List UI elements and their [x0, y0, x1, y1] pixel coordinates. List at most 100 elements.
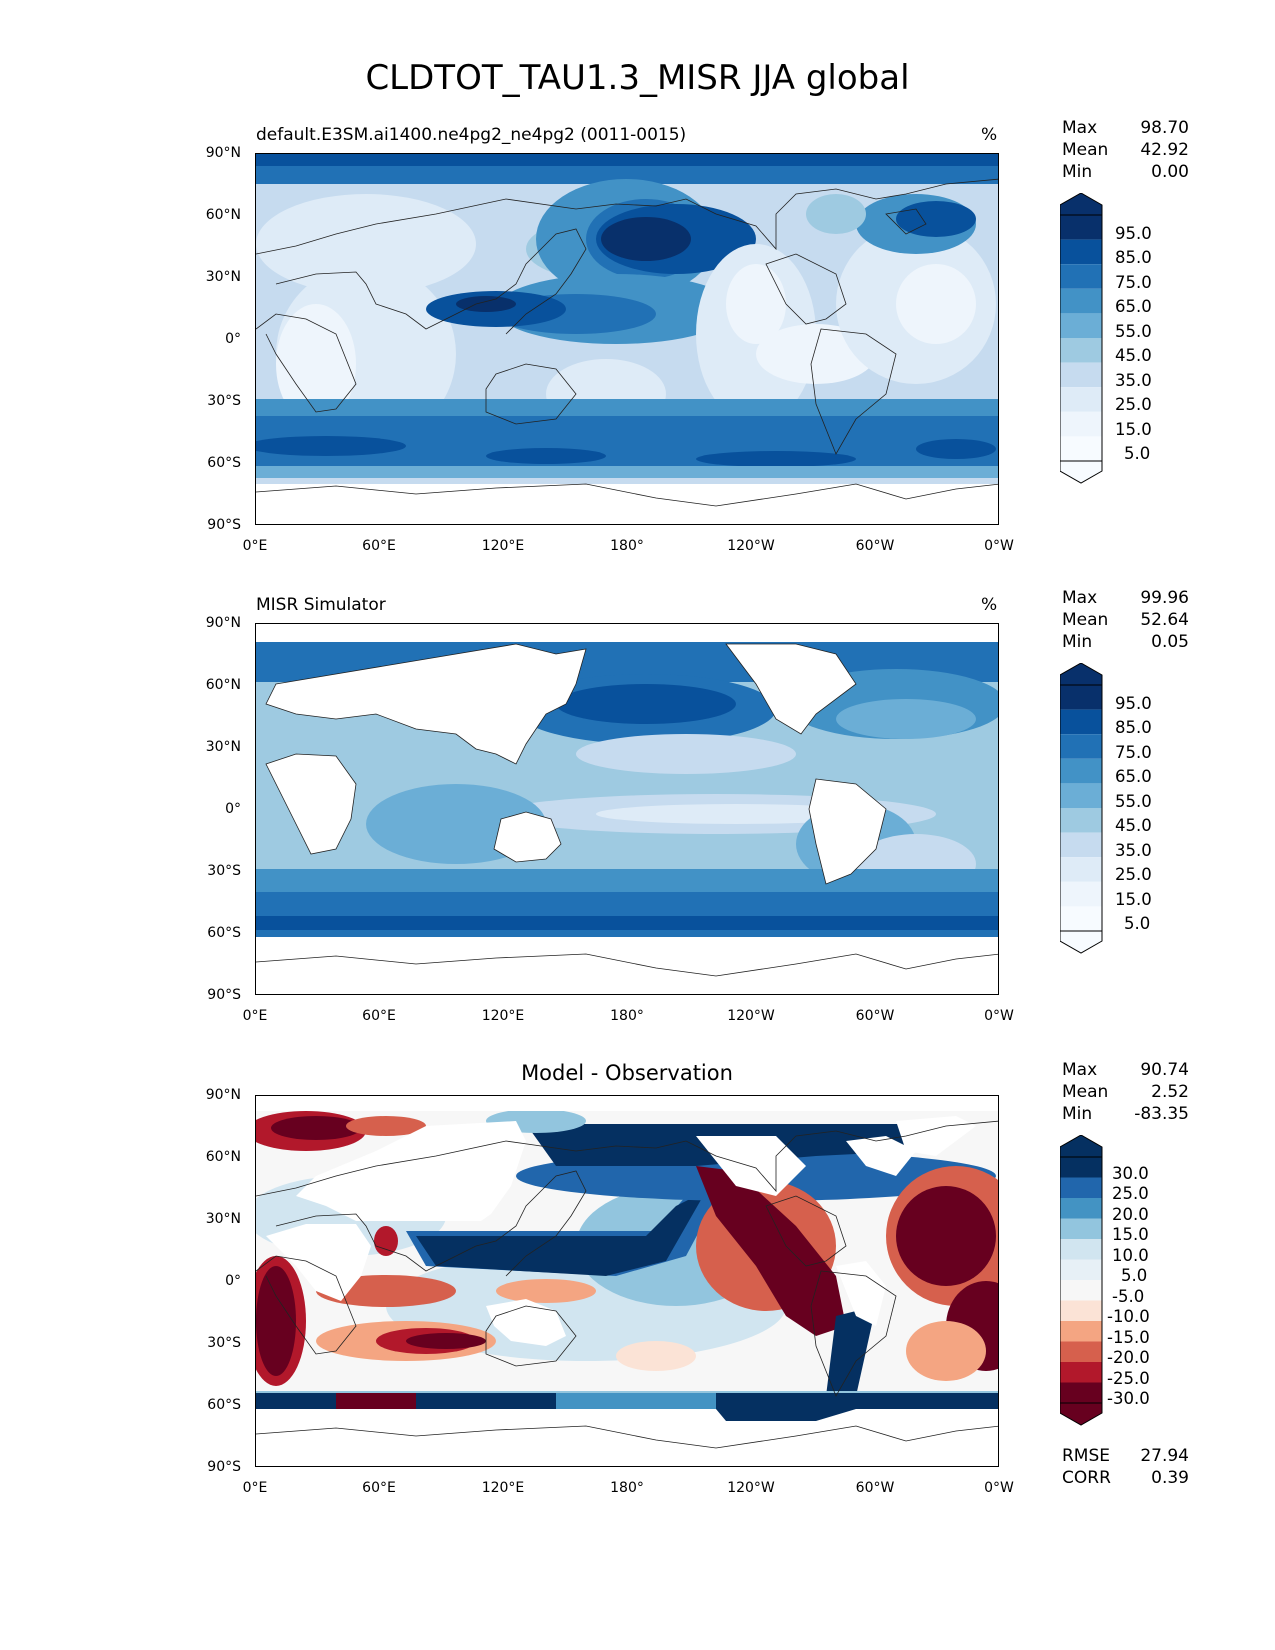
panel-2-cb-label: 5.0 [1124, 914, 1151, 933]
panel-3-cb-label: 5.0 [1121, 1266, 1148, 1285]
panel-3-cb-label: 20.0 [1112, 1205, 1149, 1224]
panel-3-lon-0e: 0°E [242, 1480, 268, 1496]
panel-2-colorbar [1060, 663, 1103, 954]
panel-2-max-value: 99.96 [1140, 588, 1189, 608]
panel-2-mean-label: Mean [1062, 610, 1109, 630]
panel-3-lon-0w: 0°W [984, 1480, 1014, 1496]
panel-3-mean-label: Mean [1062, 1082, 1109, 1102]
panel-3-lon-120e: 120°E [481, 1480, 525, 1496]
panel-3-cb-label: -10.0 [1107, 1307, 1150, 1326]
panel-2-cb-label: 25.0 [1115, 865, 1152, 884]
panel-3-lat-0: 0° [225, 1273, 241, 1289]
panel-2-lat-60s: 60°S [207, 925, 241, 941]
panel-2-stats: Max 99.96 Mean 52.64 Min 0.05 [1062, 587, 1189, 653]
panel-2-mean-value: 52.64 [1140, 610, 1189, 630]
panel-3-min-label: Min [1062, 1104, 1093, 1124]
panel-1-cb-label: 75.0 [1115, 273, 1152, 292]
panel-1-lon-60e: 60°E [362, 538, 396, 554]
panel-3-coastlines [256, 1120, 998, 1449]
corr-label: CORR [1062, 1468, 1111, 1488]
panel-2-min-value: 0.05 [1151, 632, 1189, 652]
panel-3-cb-label: -30.0 [1107, 1389, 1150, 1408]
panel-1-cb-label: 35.0 [1115, 371, 1152, 390]
panel-1-cb-label: 95.0 [1115, 224, 1152, 243]
panel-3-lon-60e: 60°E [362, 1480, 396, 1496]
panel-3-cb-label: 30.0 [1112, 1164, 1149, 1183]
panel-2-lat-90n: 90°N [205, 615, 241, 631]
panel-1-cb-label: 45.0 [1115, 346, 1152, 365]
panel-1-lon-60w: 60°W [855, 538, 895, 554]
panel-1-map [255, 153, 999, 525]
panel-2-lon-0w: 0°W [984, 1008, 1014, 1024]
panel-3-lat-60s: 60°S [207, 1397, 241, 1413]
panel-1-lon-0e: 0°E [242, 538, 268, 554]
panel-2-lat-90s: 90°S [207, 987, 241, 1003]
panel-2-lon-0e: 0°E [242, 1008, 268, 1024]
panel-1-lon-120e: 120°E [481, 538, 525, 554]
panel-2-cb-label: 35.0 [1115, 841, 1152, 860]
panel-2-map [255, 623, 999, 995]
panel-3-map [255, 1095, 999, 1467]
panel-3-lat-60n: 60°N [205, 1149, 241, 1165]
panel-2-lat-30n: 30°N [205, 739, 241, 755]
panel-1-cb-label: 15.0 [1115, 420, 1152, 439]
panel-2-lat-0: 0° [225, 801, 241, 817]
panel-2-cb-label: 55.0 [1115, 792, 1152, 811]
panel-3-title: Model - Observation [521, 1061, 733, 1085]
rmse-label: RMSE [1062, 1446, 1111, 1466]
panel-1-max-label: Max [1062, 118, 1098, 138]
panel-3-cb-label: -5.0 [1112, 1287, 1145, 1306]
panel-2-map-field [256, 624, 998, 994]
panel-3-lat-90n: 90°N [205, 1087, 241, 1103]
panel-1-lat-30n: 30°N [205, 269, 241, 285]
panel-1-lat-90n: 90°N [205, 145, 241, 161]
panel-2-min-label: Min [1062, 632, 1093, 652]
panel-3-metrics: RMSE 27.94 CORR 0.39 [1062, 1445, 1189, 1489]
panel-1-colorbar [1060, 193, 1103, 484]
panel-1-lat-60s: 60°S [207, 455, 241, 471]
panel-3-land-mask [256, 1096, 998, 1466]
panel-3-lon-60w: 60°W [855, 1480, 895, 1496]
panel-3-colorbar [1060, 1135, 1103, 1426]
panel-1-mean-value: 42.92 [1140, 140, 1189, 160]
panel-3-min-value: -83.35 [1134, 1104, 1189, 1124]
panel-3-cb-label: 10.0 [1112, 1246, 1149, 1265]
rmse-value: 27.94 [1140, 1446, 1189, 1466]
panel-2-cb-label: 15.0 [1115, 890, 1152, 909]
panel-1-lon-0w: 0°W [984, 538, 1014, 554]
panel-2-cb-label: 75.0 [1115, 743, 1152, 762]
panel-2-max-label: Max [1062, 588, 1098, 608]
panel-1-units: % [981, 125, 998, 145]
panel-2-lon-60w: 60°W [855, 1008, 895, 1024]
panel-3-cb-label: -20.0 [1107, 1348, 1150, 1367]
panel-2-land-mask [256, 624, 998, 994]
panel-3-max-value: 90.74 [1140, 1060, 1189, 1080]
panel-1-title: default.E3SM.ai1400.ne4pg2_ne4pg2 (0011-… [256, 125, 687, 145]
panel-1-stats: Max 98.70 Mean 42.92 Min 0.00 [1062, 117, 1189, 183]
panel-1-lat-60n: 60°N [205, 207, 241, 223]
panel-3-lat-30s: 30°S [207, 1335, 241, 1351]
panel-2-cb-label: 45.0 [1115, 816, 1152, 835]
panel-1-lon-120w: 120°W [727, 538, 775, 554]
panel-3-lat-30n: 30°N [205, 1211, 241, 1227]
panel-1-lat-30s: 30°S [207, 393, 241, 409]
panel-2-lon-60e: 60°E [362, 1008, 396, 1024]
panel-2-coastlines [256, 643, 998, 977]
panel-3-lon-180: 180° [610, 1480, 644, 1496]
panel-1-cb-label: 5.0 [1124, 444, 1151, 463]
panel-3-stats: Max 90.74 Mean 2.52 Min -83.35 [1062, 1059, 1189, 1125]
panel-1-min-label: Min [1062, 162, 1093, 182]
panel-1-lat-0: 0° [225, 331, 241, 347]
panel-1-cb-label: 25.0 [1115, 395, 1152, 414]
panel-2-cb-label: 95.0 [1115, 694, 1152, 713]
panel-3-cb-label: -25.0 [1107, 1369, 1150, 1388]
panel-3-cb-label: 15.0 [1112, 1225, 1149, 1244]
panel-3-max-label: Max [1062, 1060, 1098, 1080]
panel-2-lon-180: 180° [610, 1008, 644, 1024]
panel-2-lat-30s: 30°S [207, 863, 241, 879]
panel-1-cb-label: 85.0 [1115, 248, 1152, 267]
panel-2-lon-120w: 120°W [727, 1008, 775, 1024]
panel-1-lat-90s: 90°S [207, 517, 241, 533]
panel-2-cb-label: 85.0 [1115, 718, 1152, 737]
panel-3-lon-120w: 120°W [727, 1480, 775, 1496]
